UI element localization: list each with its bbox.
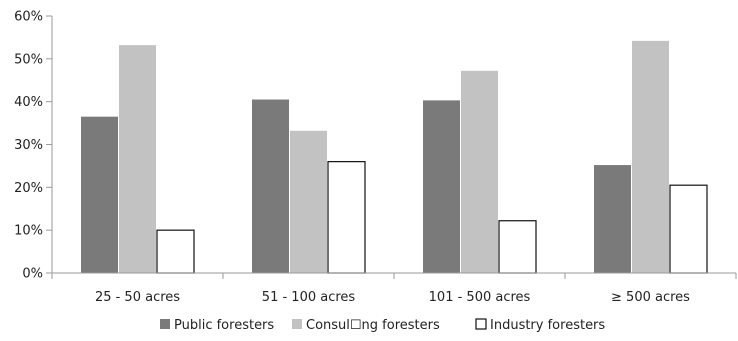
legend: Public foresters Consul☐ng foresters Indus…: [160, 318, 605, 333]
bar: [252, 99, 289, 274]
bar: [290, 130, 327, 273]
bar: [423, 100, 460, 273]
bar: [594, 165, 631, 273]
y-axis: 0% 10% 20% 30% 40% 50% 60%: [14, 10, 53, 282]
legend-swatch: [160, 319, 170, 329]
y-tick-label: 0%: [22, 267, 43, 282]
legend-label: Public foresters: [174, 318, 274, 333]
y-tick-label: 20%: [14, 181, 43, 196]
legend-label: Consul☐ng foresters: [306, 318, 440, 333]
x-tick-label: 51 - 100 acres: [262, 290, 356, 305]
bar: [632, 40, 669, 273]
bar: [461, 70, 498, 274]
y-tick-label: 10%: [14, 224, 43, 239]
legend-swatch: [475, 318, 487, 330]
legend-label: Industry foresters: [490, 318, 605, 333]
bar: [81, 116, 118, 274]
y-tick-label: 30%: [14, 138, 43, 153]
bar: [327, 161, 366, 274]
x-tick-label: 25 - 50 acres: [95, 290, 180, 305]
bar: [669, 184, 708, 274]
bar: [119, 45, 156, 274]
y-tick-label: 40%: [14, 95, 43, 110]
legend-swatch: [292, 319, 302, 329]
y-tick-label: 50%: [14, 52, 43, 67]
x-tick-label: ≥ 500 acres: [611, 290, 690, 305]
bar: [498, 220, 537, 274]
bar: [156, 229, 195, 274]
x-tick-label: 101 - 500 acres: [429, 290, 531, 305]
y-tick-label: 60%: [14, 10, 43, 25]
x-axis: 25 - 50 acres 51 - 100 acres 101 - 500 acr…: [51, 272, 737, 305]
plot-area: [81, 40, 708, 274]
